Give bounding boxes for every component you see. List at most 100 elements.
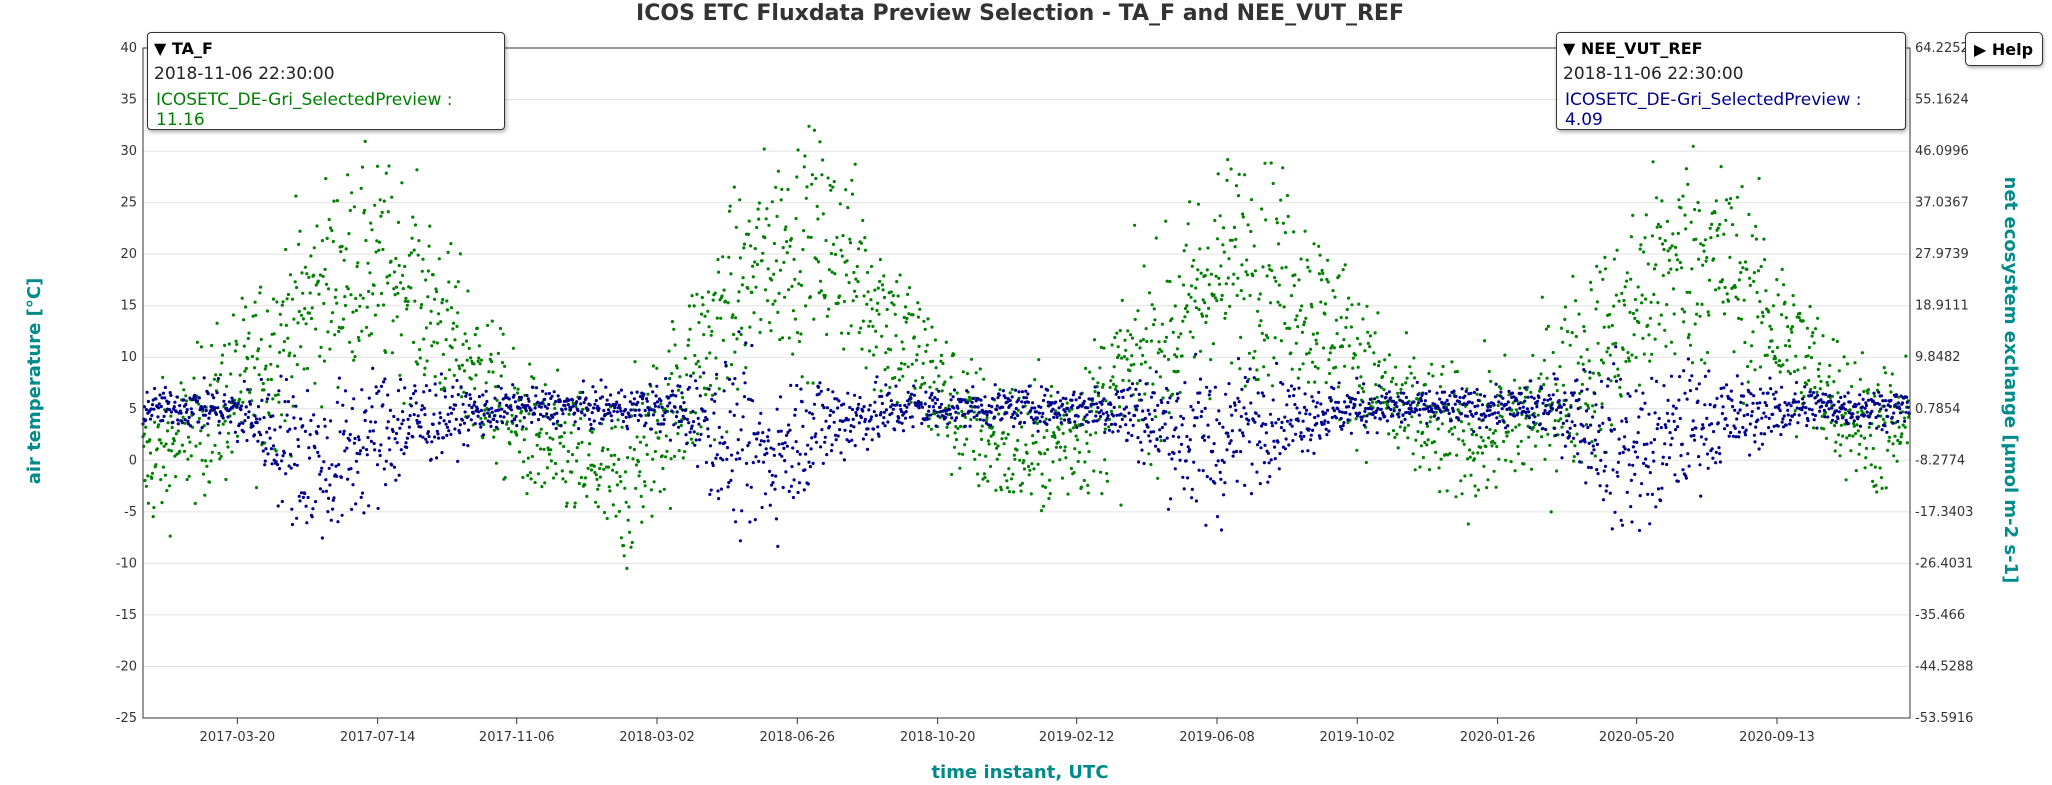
point xyxy=(328,347,332,351)
point xyxy=(982,472,987,476)
point xyxy=(944,412,948,416)
point xyxy=(1232,225,1237,229)
point xyxy=(760,505,764,510)
point xyxy=(857,421,861,425)
point xyxy=(250,354,254,359)
point xyxy=(404,296,408,300)
point xyxy=(594,398,598,403)
point xyxy=(599,378,603,382)
point xyxy=(1816,367,1820,371)
point xyxy=(1470,432,1474,437)
point xyxy=(303,491,307,496)
point xyxy=(1677,398,1681,402)
point xyxy=(464,391,469,395)
point xyxy=(166,421,170,425)
point xyxy=(710,461,715,465)
point xyxy=(1720,411,1724,416)
point xyxy=(646,392,650,396)
point xyxy=(1096,391,1101,395)
point xyxy=(856,406,860,410)
point xyxy=(1504,458,1508,462)
point xyxy=(480,420,484,424)
point xyxy=(457,364,461,368)
point xyxy=(1403,426,1407,430)
point xyxy=(1030,462,1034,466)
point xyxy=(290,375,294,379)
point xyxy=(1154,415,1158,419)
point xyxy=(1541,401,1545,405)
point xyxy=(263,463,267,467)
point xyxy=(612,462,616,466)
point xyxy=(400,422,404,426)
point xyxy=(201,407,205,411)
point xyxy=(993,383,997,387)
point xyxy=(785,444,789,448)
point xyxy=(1879,476,1884,480)
point xyxy=(1857,452,1861,456)
point xyxy=(1003,396,1008,400)
point xyxy=(540,401,544,405)
point xyxy=(965,389,969,393)
point xyxy=(1555,389,1559,393)
point xyxy=(286,400,290,404)
point xyxy=(268,436,272,440)
point xyxy=(1120,356,1124,360)
point xyxy=(725,430,729,434)
point xyxy=(510,419,514,424)
point xyxy=(1768,324,1772,328)
point xyxy=(1652,292,1656,297)
point xyxy=(167,484,172,488)
point xyxy=(961,370,965,374)
point xyxy=(1631,463,1635,467)
point xyxy=(1629,235,1633,239)
point xyxy=(1725,423,1729,427)
point xyxy=(1164,410,1168,414)
point xyxy=(437,421,441,425)
point xyxy=(1693,207,1697,212)
point xyxy=(1636,431,1640,435)
point xyxy=(888,385,892,389)
point xyxy=(220,413,225,417)
point xyxy=(1860,351,1864,355)
point xyxy=(726,301,730,305)
point xyxy=(552,390,556,394)
point xyxy=(1221,243,1225,247)
point xyxy=(734,457,738,461)
point xyxy=(1812,341,1816,345)
point xyxy=(424,437,428,441)
point xyxy=(346,477,350,481)
point xyxy=(338,430,342,434)
point xyxy=(416,362,420,366)
point xyxy=(276,504,280,508)
point xyxy=(932,409,936,413)
point xyxy=(971,396,976,400)
point xyxy=(374,250,378,254)
point xyxy=(1837,369,1841,373)
point xyxy=(1516,452,1521,456)
point xyxy=(967,395,972,399)
point xyxy=(1493,441,1497,445)
point xyxy=(1677,198,1681,202)
point xyxy=(727,209,732,213)
point xyxy=(864,366,868,370)
point xyxy=(1430,407,1434,411)
point xyxy=(1494,382,1498,386)
point xyxy=(1287,326,1292,330)
point xyxy=(1039,405,1043,409)
point xyxy=(1603,450,1607,454)
point xyxy=(1262,338,1266,342)
point xyxy=(1099,470,1103,474)
point xyxy=(1540,435,1544,439)
point xyxy=(746,286,750,290)
point xyxy=(766,435,770,439)
point xyxy=(1603,267,1608,271)
point xyxy=(719,487,724,491)
point xyxy=(1423,382,1427,387)
point xyxy=(1192,460,1196,464)
point xyxy=(1487,402,1491,406)
point xyxy=(602,510,607,515)
point xyxy=(315,224,319,228)
point xyxy=(1519,391,1523,395)
point xyxy=(1750,410,1754,414)
point xyxy=(1292,387,1296,391)
